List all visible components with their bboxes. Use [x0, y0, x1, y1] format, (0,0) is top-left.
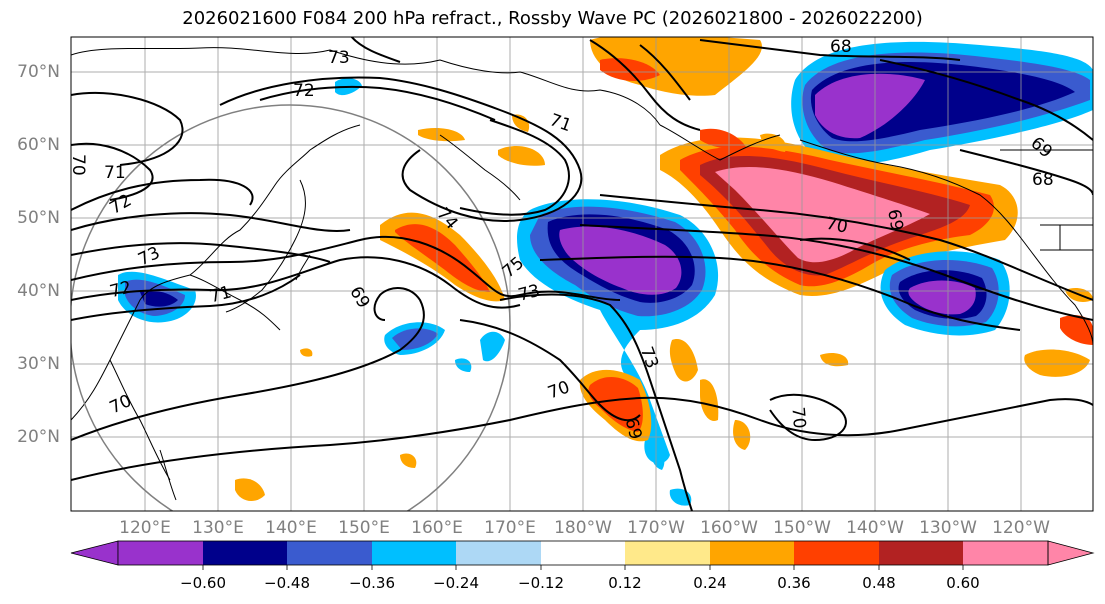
lon-label-160e: 160°E: [411, 518, 463, 538]
coastlines: [71, 47, 1093, 501]
colorbar-extend-low: [70, 540, 119, 566]
map-panel: 68 68 69 69 69 69 70 70 70 70 70 71 71 7…: [68, 37, 1093, 511]
lon-label-130e: 130°E: [192, 518, 244, 538]
contour-label: 69: [883, 208, 906, 233]
colorbar-tick-label: 0.36: [777, 574, 811, 592]
colorbar-tick-label: 0.60: [946, 574, 980, 592]
contour-label: 68: [1032, 170, 1054, 190]
colorbar-tick-label: −0.36: [349, 574, 395, 592]
colorbar-tick-label: −0.12: [518, 574, 564, 592]
lat-label-30n: 30°N: [17, 354, 60, 374]
contour-label: 72: [293, 81, 315, 101]
lat-label-70n: 70°N: [17, 62, 60, 82]
lon-label-160w: 160°W: [700, 518, 758, 538]
colorbar-tick-label: 0.24: [693, 574, 727, 592]
contour-label: 70: [824, 214, 849, 238]
contour-label: 70: [68, 154, 88, 176]
range-circle: [71, 104, 511, 511]
lon-label-120w: 120°W: [992, 518, 1050, 538]
colorbar-tick-label: 0.12: [608, 574, 642, 592]
contour-label: 71: [104, 163, 126, 183]
rossby-shading: [118, 37, 1093, 506]
colorbar-tick-label: 0.48: [862, 574, 896, 592]
refractivity-contours: [71, 37, 1093, 511]
lat-label-50n: 50°N: [17, 208, 60, 228]
colorbar-tick-label: −0.60: [180, 574, 226, 592]
lon-label-140w: 140°W: [846, 518, 904, 538]
colorbar: [70, 540, 1095, 570]
contour-label: 73: [328, 48, 350, 68]
lon-label-140e: 140°E: [265, 518, 317, 538]
graticule: [71, 37, 1093, 511]
lon-label-130w: 130°W: [919, 518, 977, 538]
colorbar-extend-high: [1047, 540, 1095, 566]
lat-label-40n: 40°N: [17, 281, 60, 301]
colorbar-tick-label: −0.24: [433, 574, 479, 592]
lon-label-150e: 150°E: [338, 518, 390, 538]
colorbar-tick-label: −0.48: [264, 574, 310, 592]
contour-label: 68: [830, 37, 852, 57]
contour-label: 70: [787, 406, 809, 429]
lon-label-150w: 150°W: [773, 518, 831, 538]
map-title: 2026021600 F084 200 hPa refract., Rossby…: [182, 8, 923, 29]
lon-label-120e: 120°E: [119, 518, 171, 538]
lat-label-20n: 20°N: [17, 427, 60, 447]
map-frame: [70, 36, 1094, 512]
lon-label-170e: 170°E: [484, 518, 536, 538]
lon-label-180w: 180°W: [554, 518, 612, 538]
lat-label-60n: 60°N: [17, 135, 60, 155]
lon-label-170w: 170°W: [627, 518, 685, 538]
